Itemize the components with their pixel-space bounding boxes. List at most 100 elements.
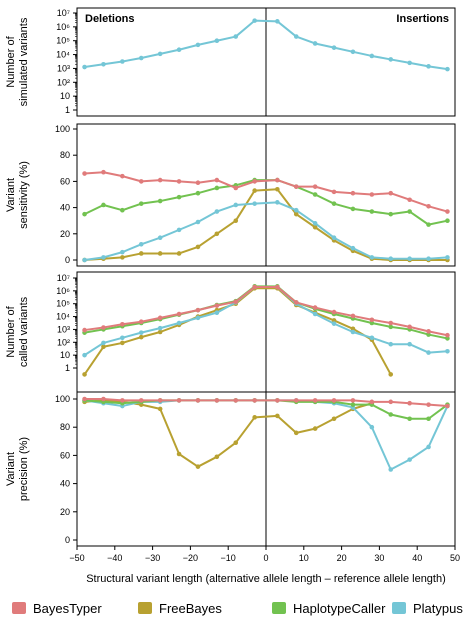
data-point: [176, 251, 182, 256]
data-point: [138, 251, 144, 256]
y-axis-title-line: Number of: [5, 305, 17, 357]
data-point: [176, 227, 182, 233]
legend-swatch: [392, 602, 406, 614]
data-point: [407, 256, 412, 261]
data-point: [214, 303, 220, 308]
data-point: [214, 38, 220, 44]
data-point: [101, 396, 106, 402]
x-tick-label: −10: [221, 553, 236, 563]
data-point: [312, 398, 318, 403]
data-point: [120, 255, 125, 260]
data-point: [331, 321, 337, 326]
data-point: [388, 467, 394, 472]
data-point: [214, 177, 220, 183]
data-point: [445, 332, 450, 338]
data-point: [426, 444, 431, 450]
data-point: [350, 329, 356, 335]
legend-item-platypus: Platypus: [392, 601, 463, 616]
data-point: [195, 398, 201, 403]
y-axis-title: Number ofsimulated variants: [5, 17, 30, 106]
data-point: [214, 185, 220, 191]
y-tick-label: 1: [65, 105, 70, 115]
y-axis-title-line: Number of: [5, 35, 17, 87]
data-point: [176, 194, 182, 200]
y-tick-label: 10: [60, 350, 70, 360]
legend: BayesTyper FreeBayes HaplotypeCaller Platyp…: [12, 601, 463, 616]
data-point: [233, 218, 239, 223]
data-point: [388, 190, 394, 196]
data-point: [101, 325, 106, 330]
series-line: [84, 201, 448, 261]
data-point: [350, 206, 356, 212]
data-point: [176, 179, 182, 184]
data-point: [252, 201, 257, 206]
y-tick-label: 10⁴: [56, 312, 70, 322]
legend-swatch: [12, 602, 26, 614]
panel-called: 1 10 10² 10³ 10⁴ 10⁵ 10⁶ 10⁷ Number ofcalled var…: [5, 271, 456, 393]
data-point: [82, 64, 87, 70]
data-point: [120, 207, 125, 213]
y-tick-label: 0: [65, 255, 70, 265]
data-point: [293, 300, 299, 305]
data-point: [369, 317, 375, 323]
y-tick-label: 10⁶: [56, 22, 70, 32]
data-point: [331, 201, 337, 206]
data-point: [369, 399, 375, 405]
data-point: [426, 416, 431, 422]
data-point: [157, 329, 163, 335]
insertions-label: Insertions: [396, 13, 449, 25]
data-point: [369, 209, 375, 214]
data-point: [157, 51, 163, 57]
y-tick-label: 10⁵: [56, 299, 70, 309]
data-point: [293, 430, 299, 436]
data-point: [312, 221, 318, 226]
data-point: [426, 350, 431, 355]
data-point: [312, 41, 318, 46]
data-point: [233, 34, 239, 39]
data-point: [101, 344, 106, 350]
y-tick-label: 40: [60, 479, 70, 489]
y-tick-label: 10⁵: [56, 36, 70, 46]
data-point: [331, 45, 337, 50]
data-point: [195, 464, 201, 469]
y-tick-label: 0: [65, 535, 70, 545]
series-line: [84, 286, 448, 337]
data-point: [426, 64, 431, 69]
data-point: [195, 244, 201, 250]
y-axis-title: Variantprecision (%): [5, 437, 30, 501]
y-axis-title: Number ofcalled variants: [5, 296, 30, 367]
data-point: [120, 59, 125, 64]
x-tick-label: −40: [107, 553, 122, 563]
data-point: [138, 319, 144, 325]
series-line: [84, 171, 448, 213]
panel-precision: 0 20 40 60 80 100 Variantprecision (%): [5, 391, 456, 547]
x-tick-label: −30: [145, 553, 160, 563]
y-tick-label: 100: [55, 124, 70, 134]
data-point: [275, 413, 280, 419]
data-point: [407, 400, 412, 406]
y-tick-label: 10⁴: [56, 50, 70, 60]
data-point: [312, 184, 318, 189]
data-point: [82, 171, 87, 176]
data-point: [388, 399, 394, 405]
data-point: [120, 398, 125, 403]
data-point: [82, 352, 87, 358]
y-tick-label: 80: [60, 422, 70, 432]
y-tick-label: 40: [60, 203, 70, 213]
data-point: [312, 426, 318, 431]
data-point: [426, 222, 431, 227]
y-axis-title-line: precision (%): [18, 437, 30, 501]
data-point: [214, 310, 220, 316]
data-point: [369, 335, 375, 341]
series-bayestyper: [82, 169, 450, 214]
data-point: [275, 19, 280, 24]
data-point: [426, 329, 431, 334]
data-point: [176, 311, 182, 317]
data-point: [138, 241, 144, 247]
x-tick-label: 40: [412, 553, 422, 563]
series-line: [84, 398, 448, 408]
series-bayestyper: [82, 396, 450, 409]
data-point: [120, 321, 125, 327]
data-point: [157, 198, 163, 204]
